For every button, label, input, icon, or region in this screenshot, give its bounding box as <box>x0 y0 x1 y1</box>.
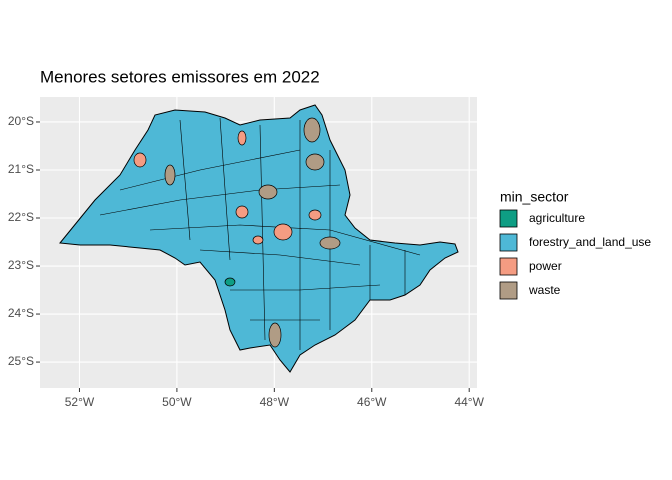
region <box>133 152 147 168</box>
y-tick-label: 21°S <box>8 162 34 176</box>
legend-title: min_sector <box>500 189 569 205</box>
x-tick-label: 46°W <box>357 395 387 409</box>
region <box>235 205 249 219</box>
region <box>224 277 236 287</box>
region <box>308 209 322 221</box>
legend-label: forestry_and_land_use <box>529 235 651 249</box>
legend-key <box>499 209 518 228</box>
x-tick-label: 50°W <box>162 395 192 409</box>
region <box>252 235 264 245</box>
region <box>164 164 176 186</box>
legend-label: agriculture <box>529 211 585 225</box>
region <box>305 153 325 171</box>
region <box>258 184 278 200</box>
y-tick-label: 24°S <box>8 306 34 320</box>
y-tick-label: 20°S <box>8 114 34 128</box>
x-tick-label: 44°W <box>454 395 484 409</box>
region <box>319 236 341 250</box>
y-tick-label: 25°S <box>8 354 34 368</box>
region <box>303 117 321 143</box>
y-tick-label: 22°S <box>8 210 34 224</box>
legend-key <box>499 233 518 252</box>
legend-key <box>499 257 518 276</box>
legend-label: power <box>529 259 562 273</box>
region <box>237 130 247 146</box>
chart-title: Menores setores emissores em 2022 <box>40 67 320 86</box>
region <box>268 322 282 348</box>
x-tick-label: 48°W <box>260 395 290 409</box>
x-tick-label: 52°W <box>65 395 95 409</box>
legend-key <box>499 281 518 300</box>
region <box>273 223 293 241</box>
y-tick-label: 23°S <box>8 258 34 272</box>
legend-label: waste <box>528 283 561 297</box>
map <box>59 104 459 373</box>
